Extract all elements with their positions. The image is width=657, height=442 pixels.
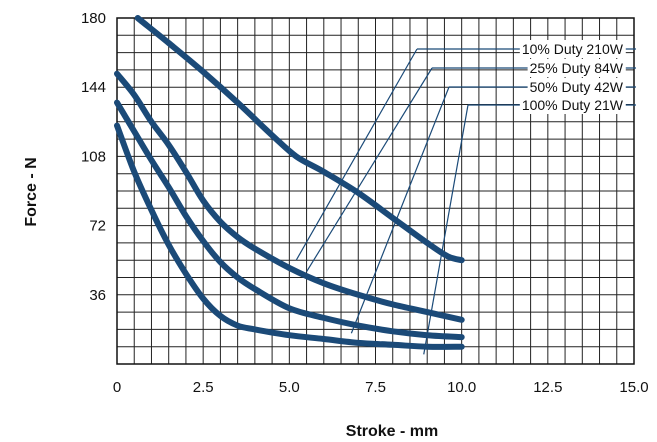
- y-tick-label: 72: [89, 218, 106, 235]
- y-tick-labels: 36 72 108 144 180: [81, 10, 106, 304]
- x-tick-label: 2.5: [193, 379, 214, 396]
- x-tick-label: 10.0: [447, 379, 476, 396]
- legend-label-backdrop: [527, 78, 626, 96]
- legend-label: 100% Duty 21W: [522, 97, 624, 113]
- x-axis-title: Stroke - mm: [346, 423, 438, 440]
- series-line-2: [114, 70, 465, 323]
- legend-leader: [350, 86, 450, 334]
- x-tick-label: 0: [113, 379, 121, 396]
- y-tick-label: 180: [81, 10, 106, 27]
- series-line-3: [114, 99, 465, 341]
- y-tick-label: 144: [81, 79, 106, 96]
- y-tick-label: 36: [89, 287, 106, 304]
- legend-label: 50% Duty 42W: [530, 79, 624, 95]
- series-line-4: [114, 122, 465, 350]
- plot-frame: [116, 17, 635, 365]
- x-tick-label: 5.0: [279, 379, 300, 396]
- legend-label-backdrop: [527, 59, 626, 77]
- legend: 10% Duty 210W 25% Duty 84W 50% Duty 42W 100…: [519, 40, 626, 114]
- x-tick-label: 7.5: [365, 379, 386, 396]
- series-curves: [114, 15, 465, 350]
- legend-leader: [295, 48, 418, 261]
- legend-label-backdrop: [519, 40, 626, 58]
- x-tick-label: 12.5: [533, 379, 562, 396]
- legend-label-backdrop: [519, 96, 626, 114]
- x-tick-labels: 0 2.5 5.0 7.5 10.0 12.5 15.0: [113, 379, 649, 396]
- series-line-1: [134, 15, 465, 264]
- axes-frame: [116, 17, 635, 365]
- legend-label: 25% Duty 84W: [530, 60, 624, 76]
- y-tick-label: 108: [81, 148, 106, 165]
- legend-leader: [306, 67, 433, 273]
- y-axis-title: Force - N: [23, 157, 40, 226]
- legend-label: 10% Duty 210W: [522, 41, 624, 57]
- x-tick-label: 15.0: [619, 379, 648, 396]
